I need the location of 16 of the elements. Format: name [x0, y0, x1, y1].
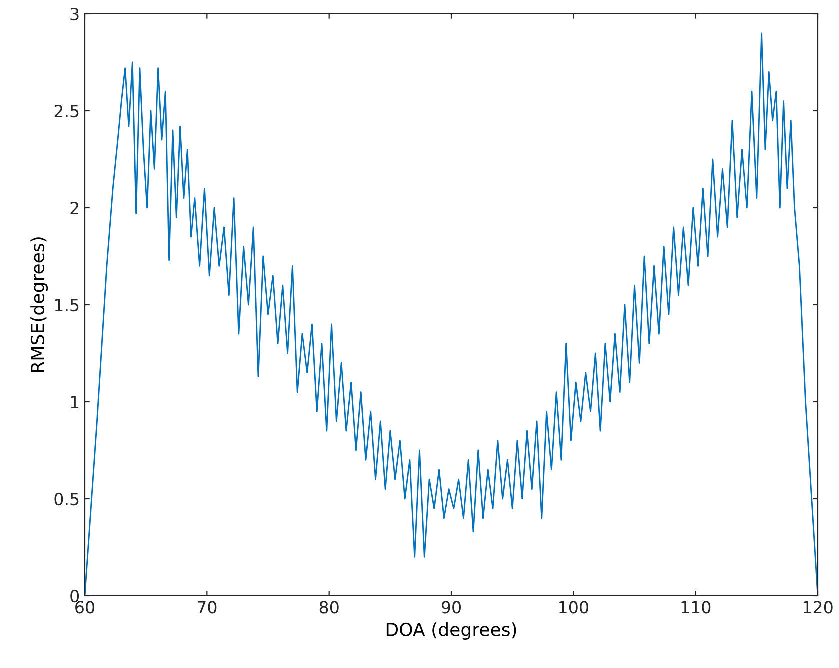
x-tick-label: 100: [560, 601, 588, 614]
y-tick-label: 1: [71, 396, 79, 408]
x-tick-label: 70: [198, 601, 217, 614]
y-tick-label: 0.5: [54, 492, 79, 506]
y-tick-label: 2.5: [54, 104, 79, 118]
y-axis-title: RMSE(degrees): [30, 238, 48, 372]
x-tick-label: 110: [682, 601, 711, 614]
y-tick-label: 2: [70, 202, 78, 214]
x-tick-label: 80: [320, 601, 339, 614]
y-tick-label: 3: [70, 8, 79, 21]
x-tick-label: 90: [442, 601, 461, 614]
y-tick-label: 1.5: [55, 299, 79, 312]
x-tick-label: 60: [76, 601, 94, 614]
x-tick-label: 120: [804, 601, 833, 614]
x-axis-title: DOA (degrees): [386, 622, 516, 640]
y-tick-label: 0: [70, 590, 80, 603]
